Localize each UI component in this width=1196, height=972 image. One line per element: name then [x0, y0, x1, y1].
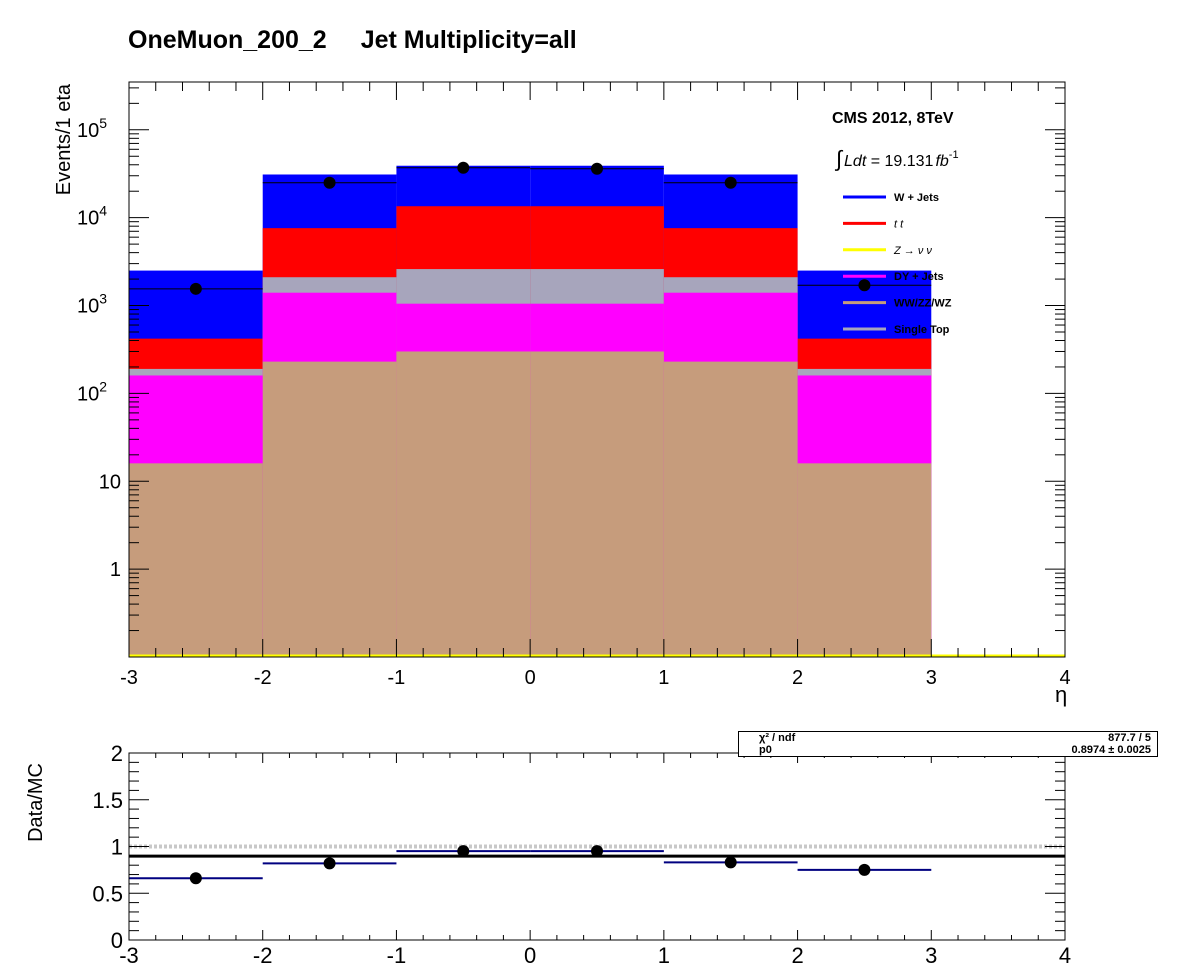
stack-bar-diboson-2	[396, 351, 531, 657]
main-y-tick-label: 102	[77, 378, 107, 405]
main-x-tick-label: 3	[926, 667, 937, 689]
tick-base: 10	[77, 296, 99, 318]
legend-label-diboson: WW/ZZ/WZ	[894, 298, 952, 310]
integral-sign: ∫	[834, 146, 844, 171]
main-x-tick-label: -1	[388, 667, 406, 689]
ratio-x-tick-label: 4	[1059, 943, 1071, 968]
chart-title: OneMuon_200_2 Jet Multiplicity=all	[128, 26, 577, 55]
legend: W + Jets t t Z → ν ν DY + Jets WW/ZZ/WZ Singl…	[843, 192, 952, 336]
main-x-tick-label: -2	[254, 667, 272, 689]
experiment-label: CMS 2012, 8TeV	[832, 110, 954, 127]
fit-statistics-box: χ² / ndf 877.7 / 5 p0 0.8974 ± 0.0025	[738, 731, 1158, 757]
data-point-0	[189, 282, 202, 295]
data-point-3	[591, 162, 603, 175]
main-y-tick-label: 10	[99, 471, 121, 493]
tick-exponent: 5	[99, 115, 107, 131]
main-x-tick-label: 1	[658, 667, 669, 689]
luminosity-ldt: Ldt	[844, 153, 867, 170]
luminosity-label: ∫ Ldt = 19.131 fb-1	[834, 146, 959, 171]
main-y-tick-label: 1	[110, 559, 121, 581]
stack-bar-diboson-1	[262, 361, 397, 657]
legend-label-ttbar: t t	[894, 218, 904, 230]
ratio-y-tick-label: 0	[111, 928, 123, 953]
tick-base: 10	[77, 208, 99, 230]
ratio-plot: -3 -2 -1 0 1 2 3 4 0 0.5 1 1.5 2 Data/MC	[25, 741, 1071, 968]
ratio-point-0	[189, 872, 202, 885]
ratio-point-4	[724, 856, 737, 869]
tick-exponent: 3	[99, 291, 107, 307]
data-point-2	[457, 161, 470, 174]
main-x-axis-label: η	[1055, 682, 1067, 707]
ratio-y-tick-label: 2	[111, 741, 123, 766]
ratio-x-tick-label: -3	[119, 943, 139, 968]
ratio-y-tick-label: 1	[111, 835, 123, 860]
ratio-y-axis-label: Data/MC	[25, 763, 47, 842]
main-y-axis-label: Events/1 eta	[53, 83, 75, 195]
legend-label-singletop: Single Top	[894, 324, 950, 336]
title-jet-multiplicity: Jet Multiplicity=all	[360, 26, 577, 54]
tick-base: 10	[77, 120, 99, 142]
ratio-point-1	[323, 857, 336, 870]
legend-label-znunu: Z → ν ν	[893, 245, 932, 257]
ratio-x-tick-label: 1	[658, 943, 670, 968]
luminosity-exponent: -1	[949, 149, 959, 161]
data-point-4	[724, 176, 737, 189]
overlay: CMS 2012, 8TeV ∫ Ldt = 19.131 fb-1 W + Jet…	[832, 110, 959, 336]
ratio-x-tick-label: -2	[253, 943, 273, 968]
stack-bar-diboson-0	[129, 463, 263, 657]
tick-exponent: 4	[99, 203, 107, 219]
ratio-x-tick-label: 3	[925, 943, 937, 968]
tick-base: 10	[77, 383, 99, 405]
stack-bar-diboson-5	[797, 463, 932, 657]
ratio-point-5	[858, 863, 871, 876]
legend-label-dyjets: DY + Jets	[894, 271, 944, 283]
fit-chi2-label: χ² / ndf	[759, 732, 796, 744]
data-point-5	[858, 279, 871, 292]
main-frame	[128, 81, 1066, 658]
luminosity-value: 19.131	[885, 153, 934, 170]
main-y-tick-label: 105	[77, 115, 107, 142]
ratio-y-tick-label: 0.5	[92, 881, 123, 906]
ratio-x-tick-label: 2	[791, 943, 803, 968]
ratio-y-tick-label: 1.5	[92, 788, 123, 813]
title-sample: OneMuon_200_2	[128, 26, 327, 54]
fit-p0-label: p0	[759, 744, 772, 756]
data-point-1	[323, 176, 336, 189]
fit-p0-value: 0.8974 ± 0.0025	[1071, 744, 1151, 756]
fit-chi2-value: 877.7 / 5	[1108, 732, 1151, 744]
main-x-tick-label: 2	[792, 667, 803, 689]
main-x-tick-label: -3	[120, 667, 138, 689]
ratio-point-3	[591, 845, 603, 858]
main-x-tick-label: 0	[525, 667, 536, 689]
main-y-tick-label: 104	[77, 203, 107, 230]
main-x-tick-label: 4	[1059, 667, 1070, 689]
legend-label-wjets: W + Jets	[894, 192, 939, 204]
tick-exponent: 2	[99, 378, 107, 394]
ratio-point-2	[457, 845, 470, 858]
stack-bar-diboson-3	[530, 351, 664, 657]
ratio-x-tick-label: -1	[387, 943, 407, 968]
luminosity-unit: fb	[935, 153, 948, 170]
main-y-tick-label: 103	[77, 291, 107, 318]
luminosity-eq: =	[866, 153, 884, 170]
ratio-x-tick-label: 0	[524, 943, 536, 968]
stack-bar-diboson-4	[663, 361, 798, 657]
